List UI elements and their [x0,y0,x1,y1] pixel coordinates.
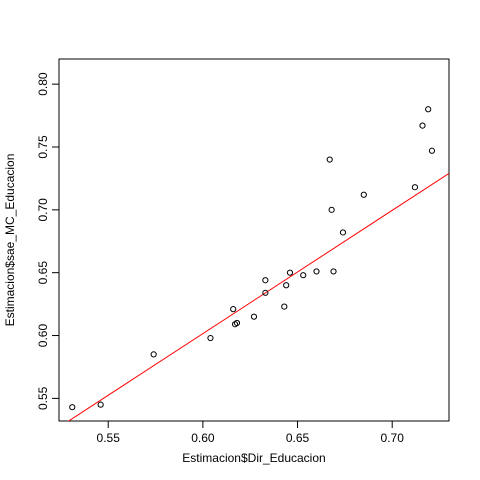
y-tick-label: 0.55 [36,386,50,410]
fit-line [67,172,449,421]
data-point [286,269,294,276]
data-point [339,229,347,236]
data-point [330,268,337,275]
data-point [419,122,426,129]
data-points [69,106,436,411]
y-tick-label: 0.75 [36,135,50,159]
data-point [207,334,214,342]
data-point [328,206,335,213]
data-point [326,156,333,163]
data-point [150,351,157,358]
data-point [250,313,258,320]
data-point [230,306,237,313]
data-point [262,289,269,296]
data-point [233,319,241,327]
data-point [425,106,432,113]
plot-frame [58,58,450,422]
x-tick-label: 0.60 [191,431,215,445]
data-point [428,147,436,154]
y-axis-title: Estimacion$sae_MC_Educacion [3,154,17,327]
data-point [360,191,367,198]
data-point [69,404,76,411]
y-tick-label: 0.80 [36,72,50,96]
x-axis: 0.55 0.60 0.65 0.70 [97,420,405,445]
y-axis: 0.55 0.60 0.65 0.70 0.75 0.80 [36,72,60,410]
x-tick-label: 0.65 [286,431,310,445]
data-point [283,282,290,289]
x-tick-label: 0.55 [97,431,121,445]
data-point [262,277,269,284]
y-tick-label: 0.65 [36,261,50,285]
x-axis-title: Estimacion$Dir_Educacion [182,451,325,465]
regression-line-layer [67,172,449,421]
x-tick-label: 0.70 [381,431,405,445]
y-tick-label: 0.70 [36,198,50,222]
data-point [97,401,104,408]
data-point [313,268,320,275]
data-point [300,272,307,279]
data-point [281,303,288,310]
data-point [411,184,419,191]
y-tick-label: 0.60 [36,324,50,348]
